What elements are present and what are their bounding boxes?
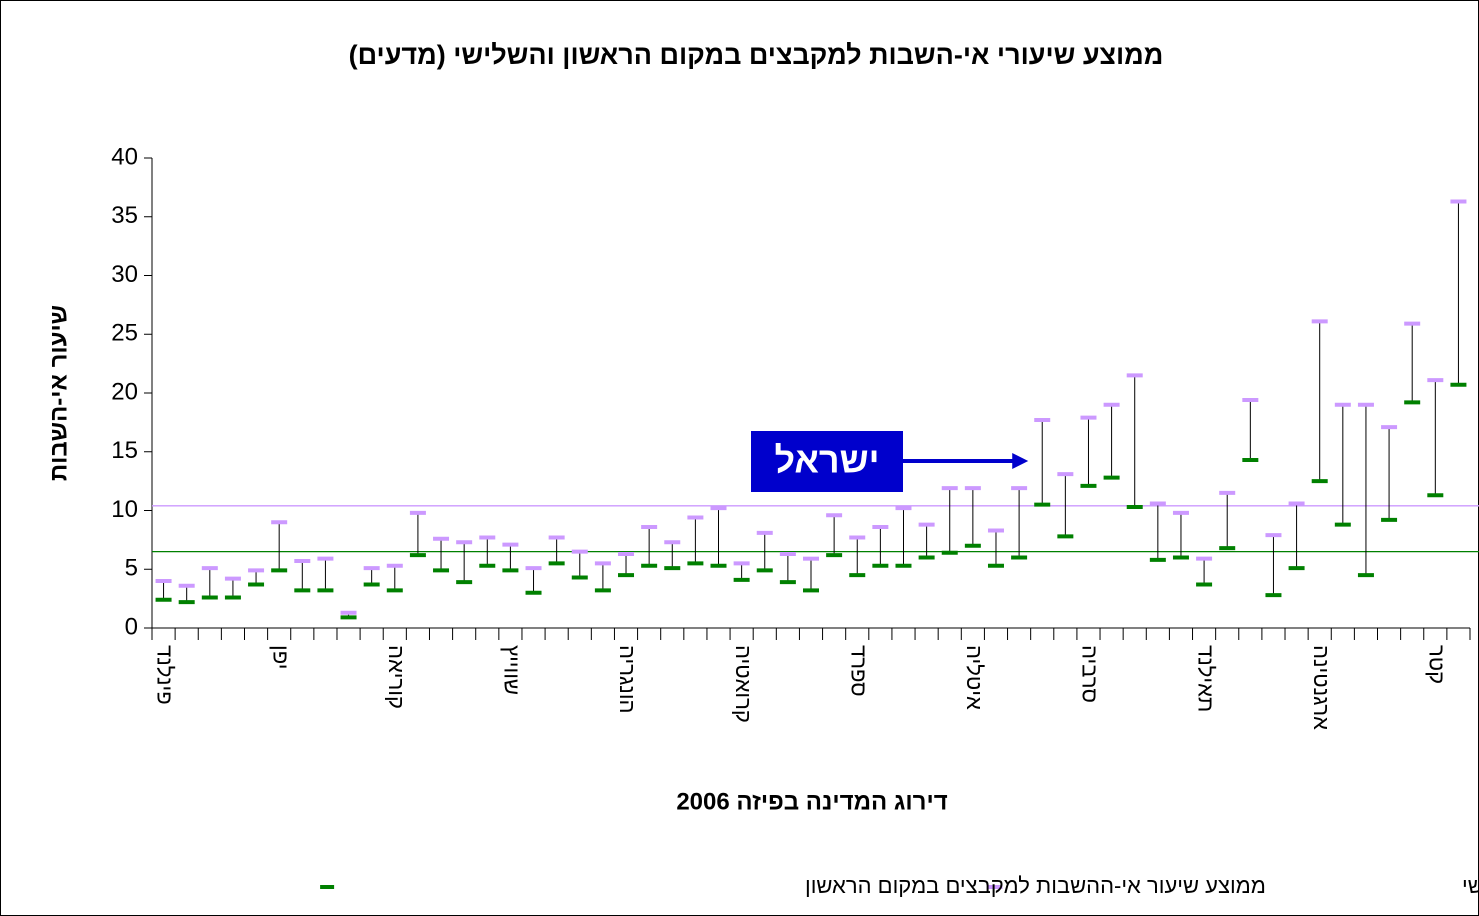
annotation-label: ישראל [774, 440, 879, 481]
x-axis-label: דירוג המדינה בפיזה 2006 [676, 788, 947, 815]
y-tick-label: 30 [111, 261, 138, 288]
y-tick-label: 35 [111, 202, 138, 229]
y-tick-label: 10 [111, 496, 138, 523]
y-axis-label: שיעור אי-השבות [45, 305, 72, 481]
y-tick-label: 25 [111, 320, 138, 347]
x-tick-label: הונגריה [615, 645, 640, 714]
y-tick-label: 0 [125, 613, 138, 640]
y-tick-label: 20 [111, 378, 138, 405]
annotation-arrowhead [1012, 453, 1029, 469]
legend-label: ממוצע שיעור אי-השבות למקבצים במקום השליש… [1462, 873, 1479, 898]
x-tick-label: קרואטיה [731, 645, 756, 723]
x-tick-label: סרביה [1078, 645, 1103, 703]
x-tick-label: פינלנד [153, 645, 178, 705]
x-tick-label: קטר [1425, 645, 1450, 684]
x-tick-label: יפן [268, 645, 293, 669]
y-tick-label: 5 [125, 555, 138, 582]
annotation-box [751, 431, 903, 492]
chart-title: ממוצע שיעורי אי-השבות למקבצים במקום הראש… [349, 40, 1164, 70]
y-tick-label: 15 [111, 437, 138, 464]
x-tick-label: ארגנטינה [1309, 645, 1334, 730]
y-tick-label: 40 [111, 143, 138, 170]
x-tick-label: קוריאה [384, 645, 409, 709]
x-tick-label: איטליה [962, 645, 987, 710]
legend-label: ממוצע שיעור אי-ההשבות למקבצים במקום הראש… [805, 873, 1266, 898]
x-tick-label: שווייץ [500, 645, 525, 695]
x-tick-label: תאילנד [1193, 645, 1218, 712]
x-tick-label: ספרד [846, 645, 871, 697]
